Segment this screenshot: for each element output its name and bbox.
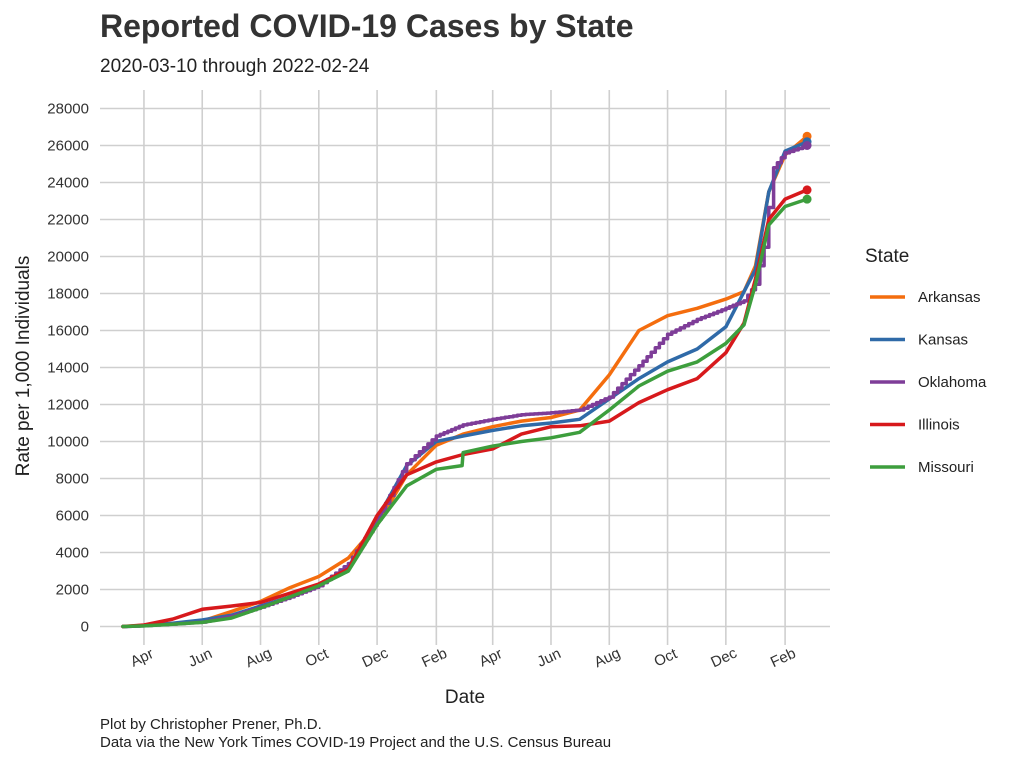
y-tick-label: 6000 <box>56 508 89 525</box>
x-tick-label: Apr <box>477 645 505 670</box>
y-tick-label: 4000 <box>56 545 89 562</box>
legend-label-missouri: Missouri <box>918 459 974 476</box>
y-tick-label: 26000 <box>47 138 89 155</box>
series-line-kansas <box>121 140 809 629</box>
series-endpoint-missouri <box>802 194 812 204</box>
caption-line: Plot by Christopher Prener, Ph.D. <box>100 716 322 733</box>
legend: State Arkansas Kansas Oklahoma Illinois Miss… <box>865 246 987 476</box>
series-line-missouri <box>121 197 809 629</box>
chart-title: Reported COVID-19 Cases by State <box>100 8 634 44</box>
series-line-illinois <box>121 188 809 629</box>
y-tick-label: 22000 <box>47 212 89 229</box>
grid-lines <box>100 90 830 645</box>
y-tick-label: 20000 <box>47 249 89 266</box>
series-line-oklahoma <box>121 143 809 629</box>
legend-label-kansas: Kansas <box>918 332 968 349</box>
series-endpoint-illinois <box>802 185 812 195</box>
y-tick-label: 16000 <box>47 323 89 340</box>
x-tick-label: Apr <box>128 645 156 670</box>
chart-subtitle: 2020-03-10 through 2022-02-24 <box>100 56 370 77</box>
chart-caption: Plot by Christopher Prener, Ph.D. Data v… <box>100 716 611 752</box>
x-axis-ticks: Apr Jun Aug Oct Dec Feb Apr Jun Aug Oct Dec Feb <box>128 644 799 671</box>
x-tick-label: Jun <box>535 645 564 671</box>
y-tick-label: 8000 <box>56 471 89 488</box>
caption-line: Data via the New York Times COVID-19 Pro… <box>100 734 612 751</box>
series-endpoint-oklahoma <box>802 141 812 150</box>
x-tick-label: Dec <box>708 644 740 671</box>
legend-label-arkansas: Arkansas <box>918 289 981 306</box>
y-tick-label: 24000 <box>47 175 89 192</box>
y-tick-label: 10000 <box>47 434 89 451</box>
y-tick-label: 0 <box>81 619 89 636</box>
y-tick-label: 2000 <box>56 582 89 599</box>
y-axis-ticks: 0 2000 4000 6000 8000 10000 12000 14000 16000 180… <box>47 101 89 636</box>
x-tick-label: Oct <box>651 645 680 671</box>
x-tick-label: Aug <box>592 645 623 672</box>
series-line-arkansas <box>121 134 809 629</box>
series-lines <box>121 131 812 629</box>
x-tick-label: Oct <box>303 645 332 671</box>
y-tick-label: 18000 <box>47 286 89 303</box>
legend-label-oklahoma: Oklahoma <box>918 374 987 391</box>
x-tick-label: Jun <box>186 645 215 671</box>
x-axis-title: Date <box>445 687 485 708</box>
x-tick-label: Feb <box>768 645 799 671</box>
y-axis-title: Rate per 1,000 Individuals <box>13 256 34 477</box>
x-tick-label: Feb <box>419 645 450 671</box>
legend-label-illinois: Illinois <box>918 417 960 434</box>
legend-title: State <box>865 246 909 267</box>
x-tick-label: Dec <box>360 644 392 671</box>
y-tick-label: 28000 <box>47 101 89 118</box>
y-tick-label: 12000 <box>47 397 89 414</box>
y-tick-label: 14000 <box>47 360 89 377</box>
x-tick-label: Aug <box>243 645 274 672</box>
